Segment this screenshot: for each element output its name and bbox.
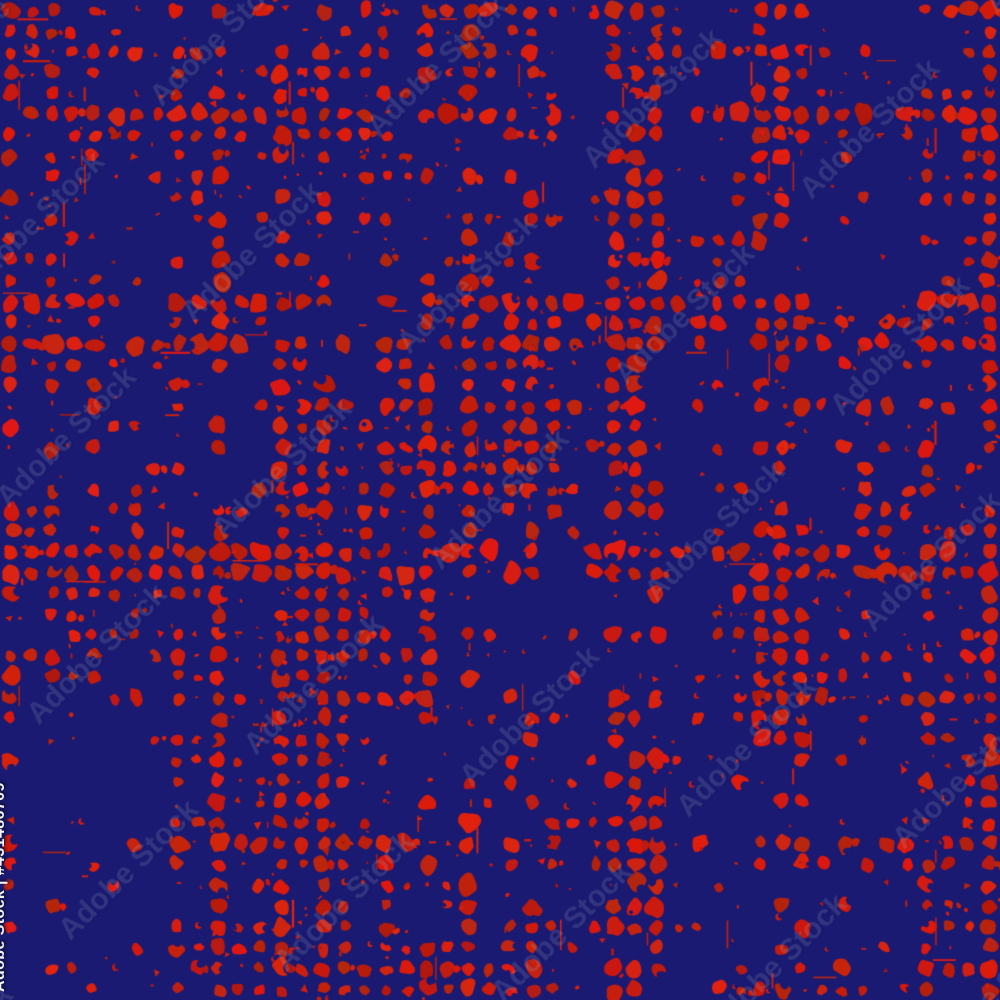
stock-texture-preview: Adobe Stock | #431486709 (0, 0, 1000, 1000)
grunge-dots-texture-canvas (0, 0, 1000, 1000)
